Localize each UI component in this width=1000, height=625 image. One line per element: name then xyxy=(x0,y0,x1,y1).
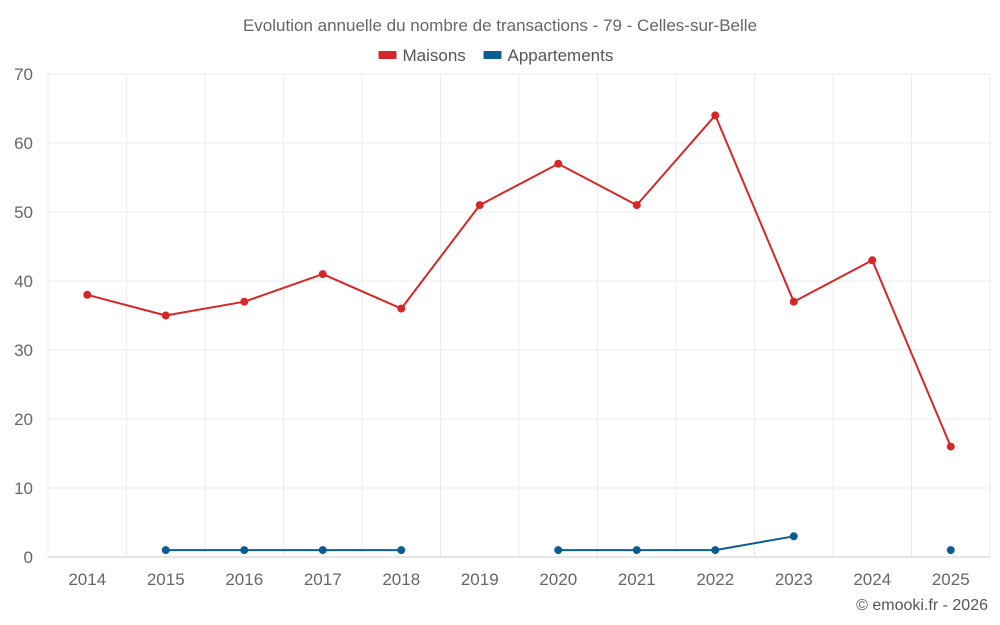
y-tick-label: 70 xyxy=(14,65,33,84)
data-point-maisons-2024[interactable] xyxy=(868,256,877,265)
data-point-maisons-2025[interactable] xyxy=(946,442,955,451)
y-tick-label: 40 xyxy=(14,272,33,291)
x-tick-label: 2019 xyxy=(461,570,499,589)
y-tick-label: 60 xyxy=(14,134,33,153)
x-tick-label: 2025 xyxy=(932,570,970,589)
x-axis: 2014 2015 2016 2017 2018 2019 2020 2021 2022 2023… xyxy=(68,570,969,589)
x-tick-label: 2016 xyxy=(225,570,263,589)
data-point-maisons-2019[interactable] xyxy=(475,201,484,210)
legend-label-appartements: Appartements xyxy=(508,46,614,65)
x-tick-label: 2018 xyxy=(382,570,420,589)
data-point-appartements-2023[interactable] xyxy=(789,532,798,541)
data-point-maisons-2014[interactable] xyxy=(83,290,92,299)
data-point-maisons-2015[interactable] xyxy=(161,311,170,320)
x-tick-label: 2014 xyxy=(68,570,106,589)
y-tick-label: 10 xyxy=(14,479,33,498)
x-tick-label: 2021 xyxy=(618,570,656,589)
x-tick-label: 2022 xyxy=(696,570,734,589)
data-point-maisons-2020[interactable] xyxy=(554,159,563,168)
x-tick-label: 2023 xyxy=(775,570,813,589)
data-point-appartements-2022[interactable] xyxy=(711,546,720,555)
y-tick-label: 50 xyxy=(14,203,33,222)
x-tick-label: 2017 xyxy=(304,570,342,589)
legend-item-maisons[interactable]: Maisons xyxy=(378,46,466,65)
legend-swatch-maisons xyxy=(378,51,397,59)
data-point-maisons-2021[interactable] xyxy=(632,201,641,210)
legend: Maisons Appartements xyxy=(378,46,614,65)
data-point-appartements-2021[interactable] xyxy=(632,546,641,555)
x-tick-label: 2015 xyxy=(147,570,185,589)
y-axis: 0 10 20 30 40 50 60 70 xyxy=(14,65,33,567)
series-layer xyxy=(83,111,955,555)
data-point-maisons-2016[interactable] xyxy=(240,297,249,306)
series-line-appartements xyxy=(558,535,794,552)
data-point-maisons-2022[interactable] xyxy=(711,111,720,120)
grid xyxy=(47,73,991,558)
legend-item-appartements[interactable]: Appartements xyxy=(483,46,614,65)
data-point-appartements-2018[interactable] xyxy=(397,546,406,555)
data-point-maisons-2018[interactable] xyxy=(397,304,406,313)
x-tick-label: 2024 xyxy=(853,570,891,589)
data-point-appartements-2020[interactable] xyxy=(554,546,563,555)
data-point-appartements-2015[interactable] xyxy=(161,546,170,555)
legend-label-maisons: Maisons xyxy=(403,46,466,65)
credit-text: © emooki.fr - 2026 xyxy=(856,597,988,614)
data-point-appartements-2017[interactable] xyxy=(318,546,327,555)
x-tick-label: 2020 xyxy=(539,570,577,589)
legend-swatch-appartements xyxy=(483,51,502,59)
chart-title: Evolution annuelle du nombre de transact… xyxy=(243,16,757,35)
data-point-maisons-2023[interactable] xyxy=(789,297,798,306)
data-point-appartements-2025[interactable] xyxy=(946,546,955,555)
y-tick-label: 0 xyxy=(24,548,33,567)
data-point-maisons-2017[interactable] xyxy=(318,270,327,279)
series-line-maisons xyxy=(86,114,952,447)
y-tick-label: 20 xyxy=(14,410,33,429)
y-tick-label: 30 xyxy=(14,341,33,360)
data-point-appartements-2016[interactable] xyxy=(240,546,249,555)
